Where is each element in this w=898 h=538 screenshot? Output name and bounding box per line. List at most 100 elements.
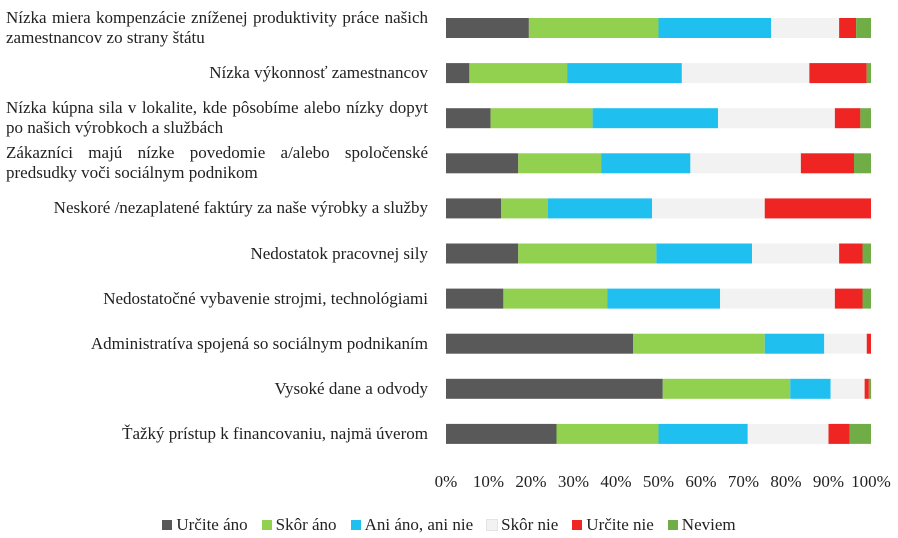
legend-item: Neviem <box>667 515 736 535</box>
legend-swatch <box>350 520 361 530</box>
x-tick-label: 60% <box>685 472 717 491</box>
bar-segment <box>720 288 835 309</box>
bar-segment <box>446 333 633 354</box>
legend-label: Určite nie <box>586 515 654 534</box>
category-label: Neskoré /nezaplatené faktúry za naše výr… <box>53 198 428 218</box>
legend-item: Určite áno <box>162 515 248 535</box>
bar-segment <box>681 63 810 84</box>
bar-segment <box>501 198 548 219</box>
bar-segment <box>860 108 871 129</box>
bar-segment <box>662 378 791 399</box>
x-tick-label: 70% <box>727 472 760 491</box>
bar-segment <box>718 108 835 129</box>
x-tick-label: 30% <box>557 472 590 491</box>
bar-segment <box>828 423 850 444</box>
bar-segment <box>862 288 871 309</box>
bar-segment <box>592 108 718 129</box>
category-label: Nedostatočné vybavenie strojmi, technoló… <box>103 288 428 308</box>
bar-segment <box>839 243 863 264</box>
category-label: Vysoké dane a odvody <box>274 378 428 398</box>
x-tick-label: 100% <box>851 472 891 491</box>
bar-segment <box>658 18 772 38</box>
bar-segment <box>752 243 840 264</box>
category-label: Nízka výkonnosť zamestnancov <box>209 63 428 83</box>
bar-segment <box>503 288 608 309</box>
bar-segment <box>652 198 765 219</box>
bar-segment <box>690 153 801 174</box>
legend-label: Neviem <box>681 515 736 534</box>
legend-swatch <box>572 520 583 530</box>
category-label: Zákazníci majú nízke povedomie a/alebo s… <box>6 143 428 183</box>
plot <box>446 18 871 444</box>
category-label: Nízka kúpna sila v lokalite, kde pôsobím… <box>6 98 428 138</box>
bar-segment <box>866 333 871 354</box>
bar-segment <box>567 63 682 84</box>
bar-segment <box>446 378 663 399</box>
bar-segment <box>446 423 557 444</box>
bar-segment <box>601 153 691 174</box>
x-tick-label: 50% <box>642 472 675 491</box>
legend-swatch <box>261 520 272 530</box>
bar-segment <box>856 18 871 38</box>
legend-item: Ani áno, ani nie <box>350 515 474 535</box>
bar-segment <box>446 18 529 38</box>
bar-segment <box>849 423 871 444</box>
bar-segment <box>607 288 721 309</box>
bar-segment <box>658 423 748 444</box>
legend-swatch <box>162 520 173 530</box>
bar-segment <box>830 378 865 399</box>
category-label: Nedostatok pracovnej sily <box>250 243 428 263</box>
bar-segment <box>790 378 831 399</box>
x-tick-label: 90% <box>812 472 845 491</box>
legend-label: Určite áno <box>176 515 248 534</box>
legend-swatch <box>667 520 678 530</box>
bar-segment <box>446 108 491 129</box>
bar-segment <box>469 63 568 84</box>
bar-segment <box>656 243 752 264</box>
legend-label: Skôr áno <box>275 515 337 534</box>
bar-segment <box>446 243 519 264</box>
bar-segment <box>854 153 871 174</box>
x-tick-label: 80% <box>770 472 802 491</box>
category-label: Nízka miera kompenzácie zníženej produkt… <box>6 8 428 47</box>
x-tick-label: 0% <box>434 472 458 491</box>
x-tick-label: 20% <box>515 472 547 491</box>
bar-segment <box>446 153 519 174</box>
bar-segment <box>834 108 861 129</box>
legend-swatch <box>486 519 499 531</box>
bar-segment <box>834 288 863 309</box>
bar-segment <box>800 153 854 174</box>
bar-segment <box>747 423 829 444</box>
bar-segment <box>446 63 470 84</box>
bar-segment <box>868 378 871 399</box>
bar-segment <box>764 333 825 354</box>
legend-item: Určite nie <box>572 515 654 535</box>
bar-segment <box>528 18 659 38</box>
bar-segment <box>548 198 653 219</box>
bar-segment <box>446 198 502 219</box>
bar-segment <box>518 153 602 174</box>
bar-segment <box>809 63 867 84</box>
legend: Určite áno Skôr áno Ani áno, ani nie Skôr n… <box>0 515 898 535</box>
bar-segment <box>446 288 504 309</box>
bar-segment <box>862 243 871 264</box>
legend-item: Skôr áno <box>261 515 337 535</box>
x-tick-label: 40% <box>600 472 632 491</box>
bar-segment <box>866 63 871 84</box>
legend-item: Skôr nie <box>486 515 559 535</box>
legend-label: Skôr nie <box>501 515 559 534</box>
x-tick-label: 10% <box>472 472 505 491</box>
category-label: Ťažký prístup k financovaniu, najmä úver… <box>122 423 428 443</box>
bar-segment <box>864 378 869 399</box>
bar-segment <box>518 243 657 264</box>
bar-segment <box>771 18 840 38</box>
legend-label: Ani áno, ani nie <box>364 515 474 534</box>
bar-segment <box>490 108 593 129</box>
bar-segment <box>633 333 765 354</box>
bar-segment <box>839 18 857 38</box>
category-label: Administratíva spojená so sociálnym podn… <box>90 333 428 353</box>
bar-segment <box>764 198 871 219</box>
bar-segment <box>824 333 867 354</box>
bar-segment <box>556 423 659 444</box>
